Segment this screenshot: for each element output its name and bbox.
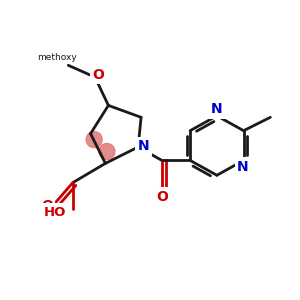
- Text: N: N: [211, 102, 222, 116]
- Circle shape: [86, 132, 102, 148]
- Text: O: O: [93, 68, 104, 82]
- Text: N: N: [237, 160, 249, 174]
- Text: N: N: [138, 140, 149, 153]
- Text: O: O: [41, 200, 53, 214]
- Text: methoxy: methoxy: [37, 53, 77, 62]
- Text: HO: HO: [44, 206, 66, 219]
- Circle shape: [99, 143, 115, 160]
- Text: O: O: [157, 190, 168, 204]
